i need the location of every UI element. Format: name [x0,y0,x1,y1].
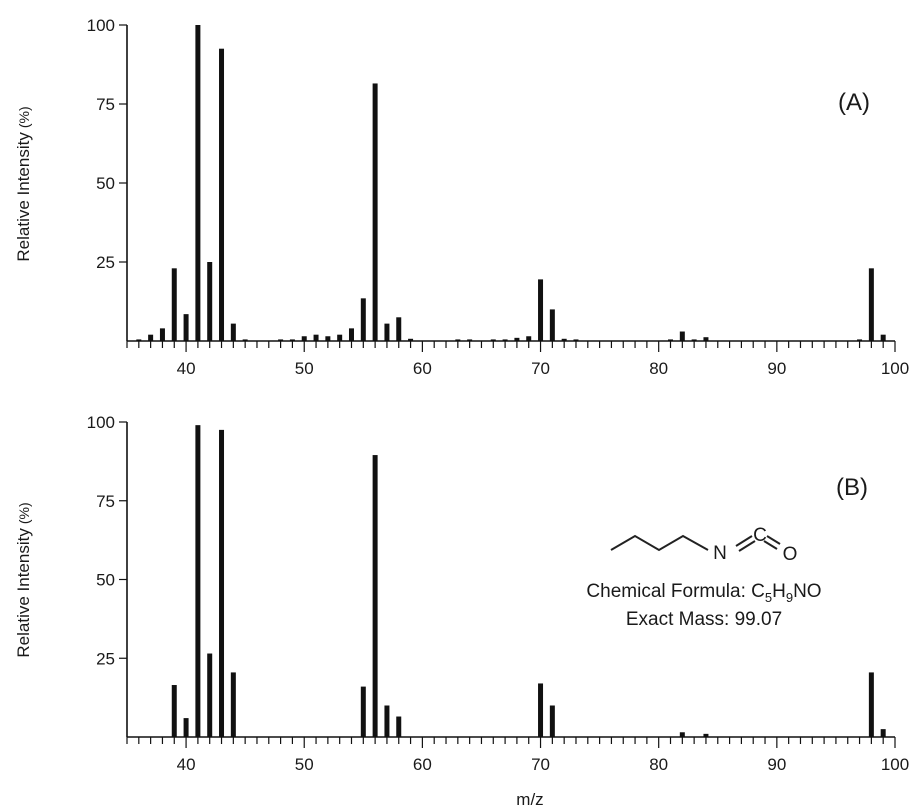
formula-h-count: 9 [786,590,793,605]
bar-b-mz-84 [703,733,709,737]
y-tick-label-b-50: 50 [96,571,115,590]
x-tick-label-a-60: 60 [413,359,432,378]
butyl-chain-bonds [610,534,709,552]
bar-b-mz-42 [207,653,213,737]
bars-a [136,25,886,342]
panel-label-b: (B) [836,474,868,501]
bar-a-mz-53 [337,334,343,341]
bar-b-mz-56 [372,455,378,737]
bar-a-mz-40 [183,314,189,341]
c-o-double-bond-2 [763,540,778,550]
x-tick-label-a-70: 70 [531,359,550,378]
bar-a-mz-72 [561,338,567,341]
bar-b-mz-99 [880,729,886,738]
bar-a-mz-44 [230,323,236,341]
bar-a-mz-56 [372,83,378,342]
bar-a-mz-82 [679,331,685,341]
y-tick-label-b-100: 100 [87,413,115,432]
exact-mass: Exact Mass: 99.07 [626,609,782,630]
bar-a-mz-70 [538,279,544,341]
bar-a-mz-68 [514,337,520,341]
bar-b-mz-58 [396,716,402,737]
y-axis-label-b: Relative Intensity [14,528,33,658]
bar-b-mz-43 [219,429,225,738]
x-axis-title-b: m/z [516,790,543,809]
bar-b-mz-41 [195,425,201,737]
y-tick-label-a-100: 100 [87,16,115,35]
bar-b-mz-55 [360,686,366,737]
x-tick-label-b-90: 90 [767,755,786,774]
formula-h: H [772,581,786,602]
bar-a-mz-54 [348,328,354,341]
x-tick-label-a-100: 100 [881,359,909,378]
x-tick-label-b-50: 50 [295,755,314,774]
y-tick-label-b-25: 25 [96,649,115,668]
atom-c-label: C [753,525,767,546]
bar-a-mz-52 [325,336,331,341]
bar-a-mz-55 [360,298,366,341]
bar-a-mz-59 [408,338,414,341]
bar-a-mz-57 [384,323,390,341]
spectrum-panel-a: 40 50 60 70 80 90 100 25 50 75 100 (A) Relative In… [14,16,909,378]
y-axis-label-a: Relative Intensity [14,132,33,262]
y-tick-label-a-50: 50 [96,174,115,193]
bars-b [171,425,886,738]
bar-a-mz-69 [526,336,532,341]
x-tick-label-a-80: 80 [649,359,668,378]
spectrum-panel-b: 40 50 60 70 80 90 100 25 50 75 100 (B) Relative In… [14,413,909,809]
bar-a-mz-99 [880,334,886,341]
bar-b-mz-40 [183,718,189,737]
axes-b: 40 50 60 70 80 90 100 25 50 75 100 [87,413,910,774]
compound-structure: N C O Chemical Formula: C5H9NO Exact Mas… [586,525,821,630]
bar-a-mz-39 [171,268,177,341]
x-tick-label-a-40: 40 [177,359,196,378]
bar-a-mz-42 [207,262,213,341]
x-tick-label-b-100: 100 [881,755,909,774]
bar-b-mz-39 [171,685,177,737]
x-tick-label-b-70: 70 [531,755,550,774]
bar-a-mz-50 [301,336,307,341]
axes-a: 40 50 60 70 80 90 100 25 50 75 100 [87,16,910,378]
bar-a-mz-58 [396,317,402,341]
bar-b-mz-82 [679,732,685,737]
n-c-double-bond-2 [738,540,756,552]
formula-c-count: 5 [765,590,772,605]
panel-label-a: (A) [838,89,870,116]
bar-b-mz-98 [868,672,874,737]
bar-a-mz-71 [549,309,555,341]
atom-n-label: N [713,543,727,564]
bar-a-mz-41 [195,25,201,341]
y-axis-title-b: Relative Intensity (%) [14,502,33,657]
x-tick-label-b-40: 40 [177,755,196,774]
x-tick-label-b-80: 80 [649,755,668,774]
y-axis-title-a: Relative Intensity (%) [14,106,33,261]
formula-label: Chemical Formula: [586,581,751,602]
x-tick-label-b-60: 60 [413,755,432,774]
formula-c: C [751,581,765,602]
bar-b-mz-57 [384,705,390,737]
y-tick-label-a-25: 25 [96,253,115,272]
x-tick-label-a-90: 90 [767,359,786,378]
x-tick-label-a-50: 50 [295,359,314,378]
atom-o-label: O [783,544,798,565]
bar-a-mz-37 [148,334,154,341]
bar-a-mz-84 [703,337,709,341]
chemical-formula: Chemical Formula: C5H9NO [586,581,821,605]
y-tick-label-a-75: 75 [96,95,115,114]
bar-b-mz-70 [538,683,544,737]
bar-b-mz-71 [549,705,555,737]
n-c-double-bond-1 [735,535,753,547]
formula-rest: NO [793,581,822,602]
bar-a-mz-98 [868,268,874,341]
y-tick-label-b-75: 75 [96,492,115,511]
bar-a-mz-43 [219,48,225,341]
y-axis-unit-a: (%) [16,106,32,128]
y-axis-unit-b: (%) [16,502,32,524]
bar-a-mz-38 [159,328,165,341]
c-o-double-bond-1 [766,535,781,545]
bar-b-mz-44 [230,672,236,737]
bar-a-mz-51 [313,334,319,341]
